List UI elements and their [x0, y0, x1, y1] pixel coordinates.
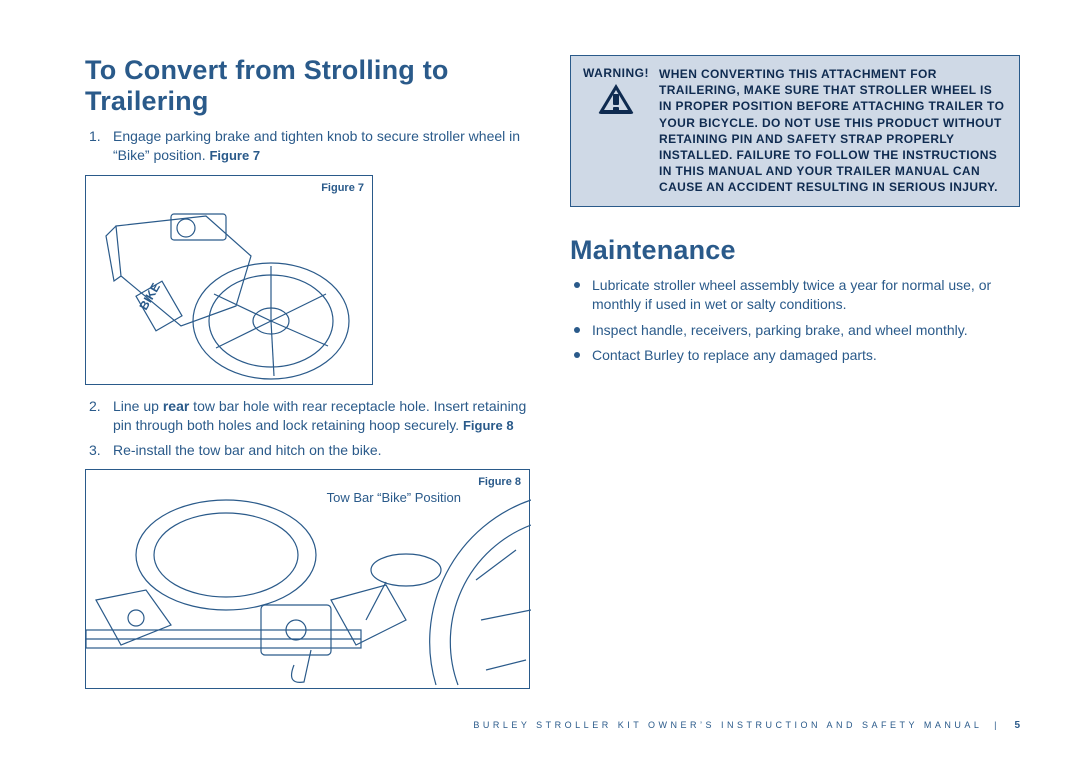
- figure-8-svg: [86, 470, 531, 690]
- figure-label: Figure 8: [478, 476, 521, 488]
- warning-text: WHEN CONVERTING THIS ATTACHMENT FOR TRAI…: [659, 66, 1007, 196]
- step-text: Re-install the tow bar and hitch on the …: [113, 442, 382, 458]
- convert-steps: 1. Engage parking brake and tighten knob…: [85, 127, 530, 165]
- warning-label: WARNING!: [583, 66, 649, 80]
- list-item: Inspect handle, receivers, parking brake…: [592, 321, 1020, 341]
- page-number: 5: [1014, 720, 1020, 731]
- page-footer: BURLEY STROLLER KIT OWNER’S INSTRUCTION …: [473, 720, 1020, 731]
- warning-box: WARNING! WHEN CONVERTING THIS ATTACHMENT…: [570, 55, 1020, 207]
- figure-ref: Figure 7: [209, 148, 260, 163]
- step-3: 3. Re-install the tow bar and hitch on t…: [103, 441, 530, 460]
- footer-separator: |: [994, 720, 996, 730]
- figure-7-svg: BIKE: [86, 176, 374, 386]
- step-text-a: Line up: [113, 398, 163, 414]
- figure-ref: Figure 8: [463, 418, 514, 433]
- step-text-bold: rear: [163, 398, 189, 414]
- figure-subtitle: Tow Bar “Bike” Position: [327, 490, 461, 505]
- warning-icon: [598, 84, 634, 114]
- warning-icon-column: WARNING!: [583, 66, 649, 196]
- step-text: Engage parking brake and tighten knob to…: [113, 128, 520, 163]
- right-column: WARNING! WHEN CONVERTING THIS ATTACHMENT…: [570, 55, 1020, 721]
- step-number: 3.: [89, 441, 101, 460]
- figure-label: Figure 7: [321, 182, 364, 194]
- step-1: 1. Engage parking brake and tighten knob…: [103, 127, 530, 165]
- left-column: To Convert from Strolling to Trailering …: [85, 55, 530, 721]
- convert-title: To Convert from Strolling to Trailering: [85, 55, 530, 117]
- maintenance-list: Lubricate stroller wheel assembly twice …: [570, 276, 1020, 366]
- step-number: 2.: [89, 397, 101, 416]
- step-number: 1.: [89, 127, 101, 146]
- footer-text: BURLEY STROLLER KIT OWNER’S INSTRUCTION …: [473, 720, 982, 730]
- figure-8: Figure 8 Tow Bar “Bike” Position: [85, 469, 530, 689]
- figure-7: Figure 7: [85, 175, 373, 385]
- list-item: Contact Burley to replace any damaged pa…: [592, 346, 1020, 366]
- step-2: 2. Line up rear tow bar hole with rear r…: [103, 397, 530, 435]
- list-item: Lubricate stroller wheel assembly twice …: [592, 276, 1020, 315]
- convert-steps-cont: 2. Line up rear tow bar hole with rear r…: [85, 397, 530, 460]
- manual-page: To Convert from Strolling to Trailering …: [0, 0, 1080, 761]
- maintenance-title: Maintenance: [570, 235, 1020, 266]
